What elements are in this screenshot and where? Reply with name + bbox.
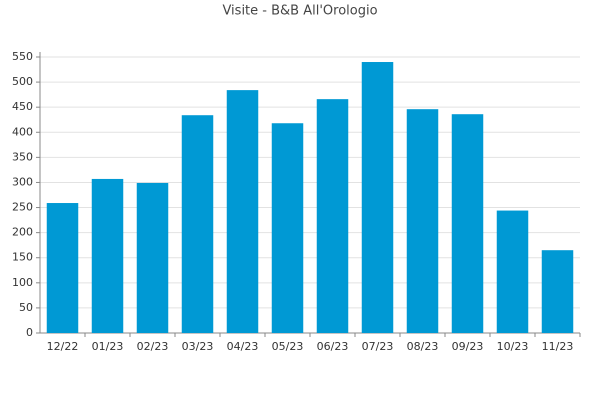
y-tick-label: 200 (12, 226, 33, 239)
x-tick-label: 07/23 (362, 340, 394, 353)
bar (496, 210, 529, 333)
y-tick-label: 450 (12, 100, 33, 113)
chart-title: Visite - B&B All'Orologio (222, 4, 377, 19)
y-tick-label: 150 (12, 251, 33, 264)
x-tick-label: 09/23 (452, 340, 484, 353)
y-tick-label: 50 (19, 301, 33, 314)
x-tick-label: 01/23 (92, 340, 124, 353)
y-tick-label: 100 (12, 276, 33, 289)
x-tick-label: 06/23 (317, 340, 349, 353)
bar (316, 99, 349, 333)
y-tick-label: 400 (12, 125, 33, 138)
bar (181, 115, 214, 333)
bar (451, 114, 484, 333)
bar (406, 109, 439, 334)
bar (361, 62, 394, 333)
y-tick-label: 300 (12, 175, 33, 188)
bar (226, 90, 259, 334)
x-tick-label: 08/23 (407, 340, 439, 353)
x-tick-label: 03/23 (182, 340, 214, 353)
y-tick-label: 350 (12, 150, 33, 163)
y-tick-label: 0 (26, 326, 33, 339)
x-tick-label: 12/22 (47, 340, 79, 353)
bar (91, 178, 124, 333)
x-tick-label: 11/23 (542, 340, 574, 353)
x-tick-label: 10/23 (497, 340, 529, 353)
x-tick-label: 04/23 (227, 340, 259, 353)
bar (271, 123, 304, 334)
y-tick-label: 250 (12, 201, 33, 214)
bar (541, 250, 574, 333)
x-tick-label: 05/23 (272, 340, 304, 353)
bar (136, 182, 169, 333)
y-tick-label: 500 (12, 75, 33, 88)
y-tick-label: 550 (12, 50, 33, 63)
bar (46, 203, 79, 333)
x-tick-label: 02/23 (137, 340, 169, 353)
